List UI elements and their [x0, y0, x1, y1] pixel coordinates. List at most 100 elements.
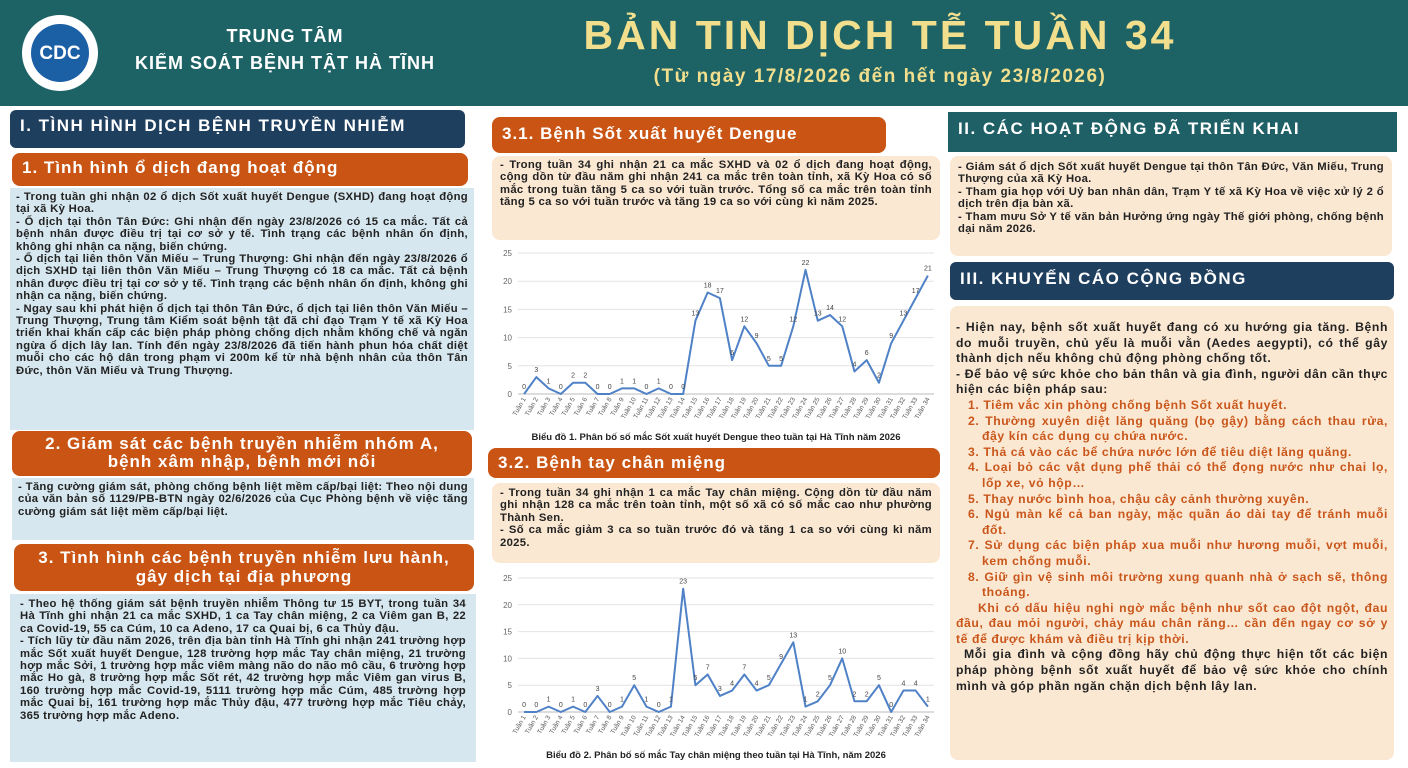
y-tick-label: 20 [503, 277, 512, 286]
logo-disc [31, 24, 89, 82]
data-label: 9 [779, 654, 783, 661]
data-line [523, 268, 929, 395]
data-label: 4 [853, 361, 857, 368]
data-label: 0 [608, 384, 612, 391]
data-label: 4 [901, 681, 905, 688]
text-box: - Hiện nay, bệnh sốt xuất huyết đang có … [950, 306, 1394, 760]
text-box: - Trong tuần 34 ghi nhận 21 ca mắc SXHD … [492, 156, 940, 240]
subsection-heading: 3.1. Bệnh Sốt xuất huyết Dengue [492, 117, 886, 153]
paragraph: - Tham mưu Sở Y tế văn bản Hưởng ứng ngà… [958, 210, 1384, 236]
paragraph: - Trong tuần 34 ghi nhận 21 ca mắc SXHD … [500, 159, 932, 209]
list-item: 5. Thay nước bình hoa, chậu cây cảnh thư… [968, 491, 1310, 506]
data-label: 0 [522, 384, 526, 391]
data-label: 23 [679, 579, 687, 586]
y-tick-label: 0 [508, 708, 513, 717]
data-label: 7 [742, 664, 746, 671]
text-box: - Theo hệ thống giám sát bệnh truyền nhi… [10, 594, 476, 762]
subsection-heading: 3. Tình hình các bệnh truyền nhiễm lưu h… [14, 544, 474, 591]
data-label: 4 [914, 681, 918, 688]
data-label: 1 [571, 697, 575, 704]
data-line [524, 587, 929, 713]
data-label: 1 [547, 697, 551, 704]
org-line: KIỂM SOÁT BỆNH TẬT HÀ TĨNH [135, 53, 435, 73]
data-label: 0 [608, 702, 612, 709]
data-label: 4 [730, 681, 734, 688]
list-item: 4. Loại bỏ các vật dụng phế thải có thể … [968, 460, 1388, 490]
data-label: 13 [900, 311, 908, 318]
y-tick-label: 15 [503, 628, 512, 637]
data-label: 22 [802, 260, 810, 267]
logo: CDC [22, 15, 98, 91]
data-label: 6 [730, 350, 734, 357]
paragraph: - Để bảo vệ sức khỏe cho bản thân và gia… [956, 366, 1388, 397]
paragraph: - Giám sát ổ dịch Sốt xuất huyết Dengue … [958, 161, 1384, 186]
list-item: 2. Thường xuyên diệt lăng quăng (bọ gậy)… [968, 413, 1388, 444]
data-label: 0 [583, 702, 587, 709]
list-item: 7. Sử dụng các biện pháp xua muỗi như hư… [968, 538, 1388, 568]
paragraph: - Tích lũy từ đầu năm 2026, trên địa bàn… [20, 635, 466, 722]
data-label: 0 [559, 702, 563, 709]
data-label: 0 [645, 384, 649, 391]
data-label: 10 [838, 648, 846, 655]
y-tick-label: 20 [503, 601, 512, 610]
y-tick-label: 5 [508, 681, 513, 690]
data-label: 9 [755, 333, 759, 340]
warning: Khi có dấu hiệu nghi ngờ mắc bệnh như số… [956, 600, 1388, 646]
subsection-heading: 1. Tình hình ổ dịch đang hoạt động [12, 153, 468, 186]
data-label: 9 [889, 333, 893, 340]
paragraph: - Số ca mắc giảm 3 ca so tuần trước đó v… [500, 524, 932, 549]
y-tick-label: 0 [508, 390, 513, 399]
list-item: 8. Giữ gìn vệ sinh môi trường xung quanh… [968, 569, 1388, 600]
paragraph: - Trong tuần ghi nhận 02 ổ dịch Sốt xuất… [16, 191, 468, 216]
paragraph: - Ổ dịch tại liên thôn Văn Miếu – Trung … [16, 253, 468, 303]
y-tick-label: 5 [508, 362, 513, 371]
y-tick-label: 15 [503, 305, 512, 314]
data-label: 0 [681, 384, 685, 391]
paragraph: - Trong tuần 34 ghi nhận 1 ca mắc Tay ch… [500, 487, 932, 524]
text-box: - Tăng cường giám sát, phòng chống bệnh … [12, 478, 474, 540]
text-box: - Giám sát ổ dịch Sốt xuất huyết Dengue … [950, 156, 1392, 256]
paragraph: - Theo hệ thống giám sát bệnh truyền nhi… [20, 598, 466, 635]
data-label: 5 [767, 675, 771, 682]
data-label: 5 [767, 356, 771, 363]
paragraph: - Tăng cường giám sát, phòng chống bệnh … [18, 481, 468, 518]
section-heading: III. KHUYẾN CÁO CỘNG ĐỒNG [950, 262, 1394, 300]
data-label: 7 [706, 664, 710, 671]
data-label: 5 [828, 675, 832, 682]
data-label: 1 [645, 697, 649, 704]
logo-text: CDC [39, 43, 80, 64]
data-label: 14 [826, 305, 834, 312]
data-label: 1 [669, 697, 673, 704]
subsection-heading: 2. Giám sát các bệnh truyền nhiễm nhóm A… [12, 431, 472, 476]
data-label: 1 [620, 697, 624, 704]
chart-caption: Biểu đồ 2. Phân bố số mắc Tay chân miệng… [546, 749, 886, 761]
data-label: 13 [789, 632, 797, 639]
data-label: 17 [716, 288, 724, 295]
data-label: 1 [620, 378, 624, 385]
paragraph: - Hiện nay, bệnh sốt xuất huyết đang có … [956, 320, 1388, 366]
y-tick-label: 25 [503, 574, 512, 583]
data-label: 0 [534, 702, 538, 709]
data-label: 3 [718, 686, 722, 693]
subtitle: (Từ ngày 17/8/2026 đến hết ngày 23/8/202… [653, 66, 1107, 87]
data-label: 2 [865, 691, 869, 698]
data-label: 13 [814, 311, 822, 318]
data-label: 0 [657, 702, 661, 709]
y-tick-label: 25 [503, 249, 512, 258]
paragraph: - Ngay sau khi phát hiện ổ dịch tại thôn… [16, 302, 468, 377]
data-label: 6 [865, 350, 869, 357]
data-label: 2 [877, 373, 881, 380]
data-label: 1 [657, 378, 661, 385]
data-label: 18 [704, 282, 712, 289]
data-label: 4 [755, 681, 759, 688]
data-label: 1 [926, 697, 930, 704]
text-box: - Trong tuần ghi nhận 02 ổ dịch Sốt xuất… [10, 188, 474, 430]
data-label: 1 [804, 697, 808, 704]
subsection-heading: 3.2. Bệnh tay chân miệng [488, 448, 940, 478]
chart-caption: Biểu đồ 1. Phân bố số mắc Sốt xuất huyết… [532, 431, 901, 443]
section-heading: II. CÁC HOẠT ĐỘNG ĐÃ TRIỂN KHAI [948, 112, 1397, 152]
